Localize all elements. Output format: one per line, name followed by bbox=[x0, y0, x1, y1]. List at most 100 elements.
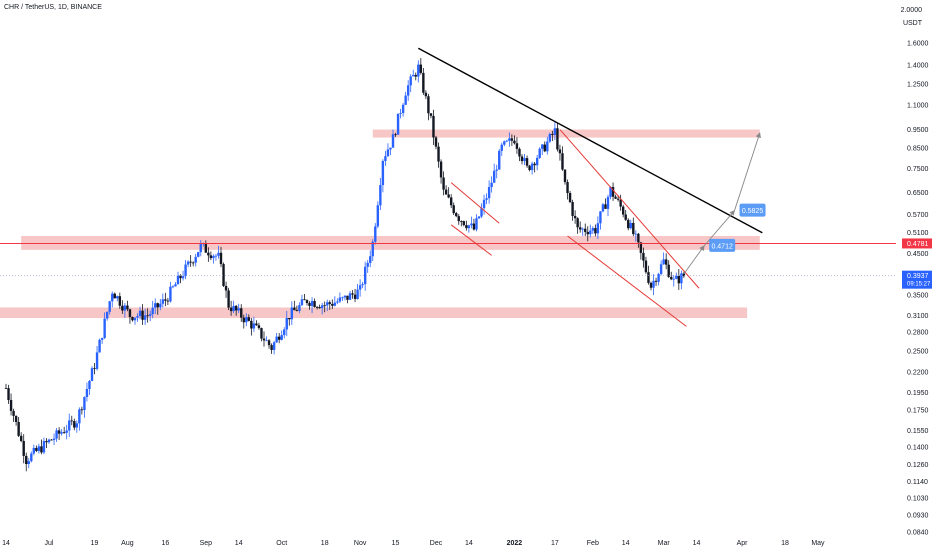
candle-body bbox=[558, 149, 562, 154]
candle-body bbox=[111, 293, 114, 302]
price-tick-label: 1.4000 bbox=[907, 63, 929, 70]
candle-body bbox=[652, 280, 655, 288]
candle-body bbox=[283, 329, 286, 336]
candle-body bbox=[257, 325, 261, 329]
candle-body bbox=[361, 284, 364, 286]
candle-body bbox=[401, 104, 405, 114]
candle-body bbox=[586, 231, 589, 235]
price-tick-label: 0.7500 bbox=[907, 166, 929, 173]
candle-body bbox=[604, 204, 607, 209]
candle-body bbox=[637, 233, 640, 243]
candle-body bbox=[40, 446, 43, 453]
candle-body bbox=[181, 276, 185, 279]
candle-body bbox=[500, 144, 503, 151]
candle-body bbox=[4, 388, 8, 389]
candle-body bbox=[298, 305, 301, 311]
candle-body bbox=[533, 163, 536, 166]
candle-body bbox=[336, 301, 339, 303]
descending-trendline bbox=[417, 47, 763, 234]
candle-body bbox=[551, 133, 554, 135]
candle-body bbox=[232, 305, 235, 312]
candle-body bbox=[467, 225, 471, 229]
candle-body bbox=[449, 197, 453, 206]
candle-body bbox=[234, 305, 238, 311]
price-marker-red-bg bbox=[902, 238, 932, 249]
candle-body bbox=[654, 280, 658, 282]
candle-body bbox=[670, 276, 673, 280]
candle-body bbox=[632, 222, 635, 235]
candle-body bbox=[667, 264, 670, 277]
candle-body bbox=[171, 286, 175, 288]
candle-body bbox=[12, 410, 15, 416]
candle-body bbox=[566, 182, 569, 193]
price-tick-label: 0.1750 bbox=[907, 408, 929, 415]
time-tick-label: Mar bbox=[658, 540, 671, 547]
time-tick-label: Aug bbox=[121, 540, 134, 547]
price-marker-blue-bg bbox=[902, 270, 932, 289]
candle-body bbox=[477, 216, 481, 219]
time-tick-label: Jul bbox=[45, 540, 54, 547]
candle-body bbox=[371, 241, 374, 257]
candle-body bbox=[348, 293, 352, 300]
projection-arrow bbox=[734, 132, 761, 211]
candle-body bbox=[523, 158, 526, 162]
candle-body bbox=[647, 272, 650, 283]
candle-body bbox=[52, 438, 56, 441]
time-tick-label: Feb bbox=[587, 540, 599, 547]
candle-body bbox=[331, 303, 334, 306]
candle-body bbox=[672, 278, 675, 280]
candle-body bbox=[659, 264, 663, 274]
candle-body bbox=[503, 141, 506, 145]
target-label: 0.4712 bbox=[711, 243, 733, 250]
price-tick-label: 0.1030 bbox=[907, 496, 929, 503]
price-tick-label: 1.1000 bbox=[907, 103, 929, 110]
candle-body bbox=[169, 286, 172, 302]
candle-body bbox=[32, 447, 36, 454]
candle-body bbox=[242, 317, 245, 323]
candle-body bbox=[657, 273, 660, 282]
candle-body bbox=[662, 259, 665, 265]
candle-body bbox=[214, 255, 218, 257]
candle-body bbox=[611, 187, 615, 197]
candle-body bbox=[639, 242, 643, 253]
candle-body bbox=[664, 259, 668, 265]
candle-body bbox=[78, 409, 81, 424]
price-marker-red: 0.4781 bbox=[907, 241, 929, 248]
candle-body bbox=[310, 301, 314, 306]
candle-body bbox=[141, 310, 144, 320]
candle-body bbox=[644, 260, 648, 273]
candle-body bbox=[404, 95, 407, 105]
candle-body bbox=[480, 208, 483, 217]
candle-body bbox=[379, 185, 382, 206]
candle-body bbox=[68, 420, 71, 431]
price-tick-label: 0.2500 bbox=[907, 349, 929, 356]
candle-body bbox=[113, 293, 116, 299]
candle-body bbox=[561, 153, 564, 170]
candle-body bbox=[37, 446, 41, 451]
candle-body bbox=[599, 211, 602, 224]
candle-body bbox=[619, 199, 622, 207]
candle-body bbox=[432, 115, 435, 138]
candle-body bbox=[146, 315, 149, 317]
time-tick-label: Apr bbox=[737, 540, 749, 547]
candle-body bbox=[427, 96, 430, 114]
time-tick-label: 18 bbox=[321, 540, 329, 547]
candle-body bbox=[535, 157, 539, 166]
candle-body bbox=[326, 302, 329, 306]
candle-body bbox=[563, 169, 567, 183]
price-marker-blue: 0.3937 bbox=[907, 273, 929, 280]
time-tick-label: 19 bbox=[91, 540, 99, 547]
candle-body bbox=[25, 455, 28, 465]
candle-body bbox=[406, 85, 410, 96]
candle-body bbox=[318, 307, 321, 309]
candle-body bbox=[174, 284, 177, 287]
time-tick-label: Nov bbox=[354, 540, 367, 547]
time-tick-label: Dec bbox=[430, 540, 443, 547]
candle-body bbox=[417, 64, 420, 77]
candle-body bbox=[237, 308, 240, 311]
price-tick-label: 0.1550 bbox=[907, 428, 929, 435]
candle-body bbox=[265, 340, 268, 342]
candle-body bbox=[629, 222, 632, 229]
